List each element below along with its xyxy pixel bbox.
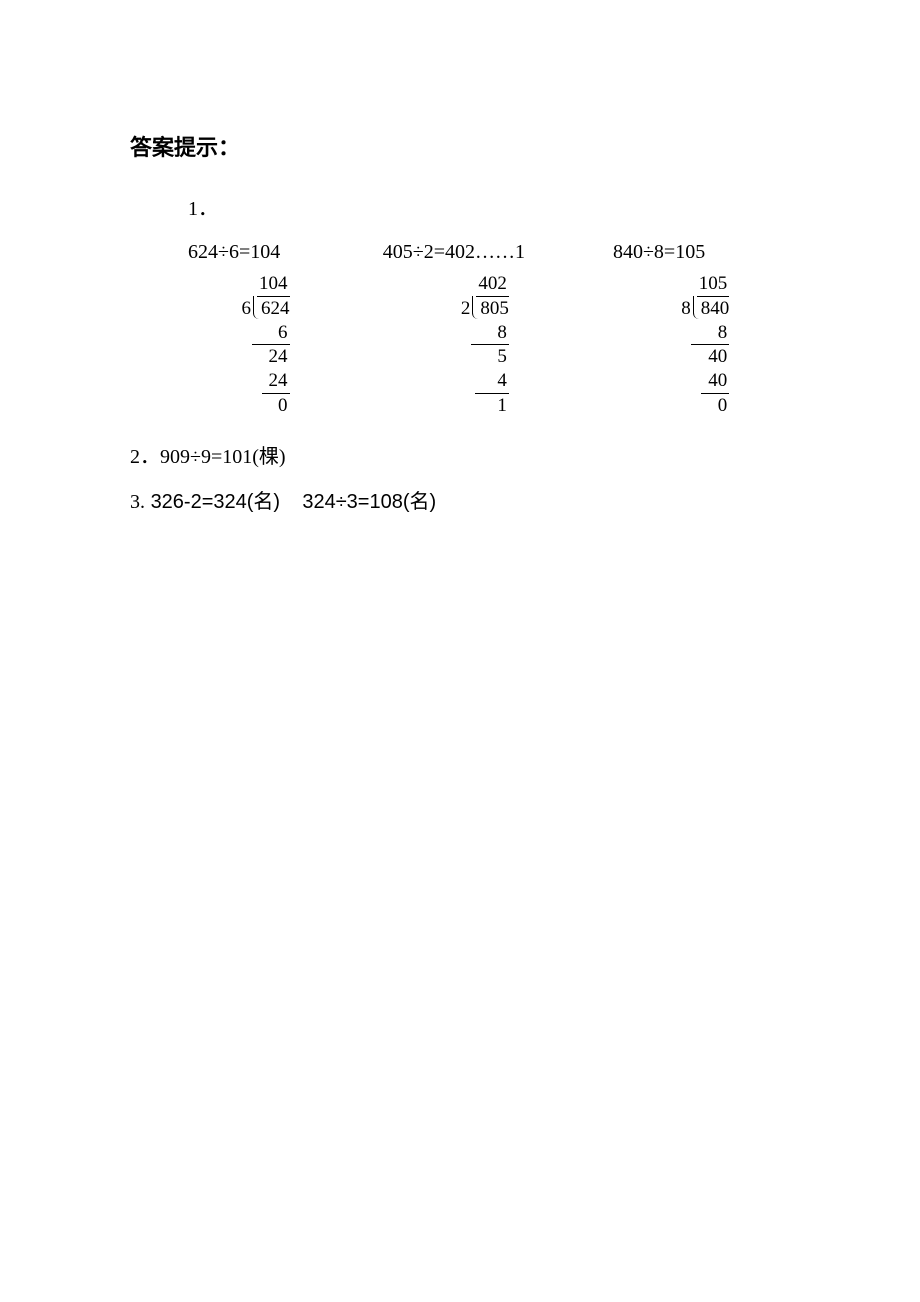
ld3-step3: 40 [701, 369, 729, 394]
answer-2: 2．909÷9=101(棵) [130, 440, 790, 469]
ld1-dividend: 624 [253, 297, 290, 321]
ld2-step4: 1 [495, 394, 509, 418]
answer-title: 答案提示： [130, 130, 790, 162]
ld3-step1: 8 [691, 321, 729, 346]
answer-3a: 326-2=324(名) [151, 491, 281, 513]
ld1-step2: 24 [267, 345, 290, 369]
equation-2: 405÷2=402……1 [383, 241, 613, 264]
longdivision-1: 104 6 624 6 24 24 0 [162, 272, 369, 418]
ld2-step2: 5 [495, 345, 509, 369]
ld1-step4: 0 [276, 394, 290, 418]
ld3-quotient: 105 [697, 272, 730, 297]
answer-3b: 324÷3=108(名) [302, 491, 436, 513]
ld2-quotient: 402 [476, 272, 509, 297]
ld1-step1: 6 [252, 321, 290, 346]
equation-1: 624÷6=104 [188, 241, 383, 264]
ld1-divisor: 6 [242, 297, 254, 321]
answer-3: 3. 326-2=324(名) 324÷3=108(名) [130, 485, 790, 514]
ld2-dividend: 805 [472, 297, 509, 321]
answer-3-prefix: 3. [130, 491, 145, 513]
section-1-label: 1． [188, 192, 790, 221]
longdivision-row: 104 6 624 6 24 24 0 402 2 [162, 272, 790, 418]
ld3-dividend: 840 [693, 297, 730, 321]
ld3-divisor: 8 [681, 297, 693, 321]
ld3-step2: 40 [706, 345, 729, 369]
equation-3: 840÷8=105 [613, 241, 790, 264]
ld1-quotient: 104 [257, 272, 290, 297]
ld2-step1: 8 [471, 321, 509, 346]
ld2-divisor: 2 [461, 297, 473, 321]
ld2-step3: 4 [475, 369, 509, 394]
longdivision-3: 105 8 840 8 40 40 0 [621, 272, 790, 418]
equations-row: 624÷6=104 405÷2=402……1 840÷8=105 [188, 241, 790, 264]
longdivision-2: 402 2 805 8 5 4 1 [369, 272, 601, 418]
ld1-step3: 24 [262, 369, 290, 394]
ld3-step4: 0 [716, 394, 730, 418]
